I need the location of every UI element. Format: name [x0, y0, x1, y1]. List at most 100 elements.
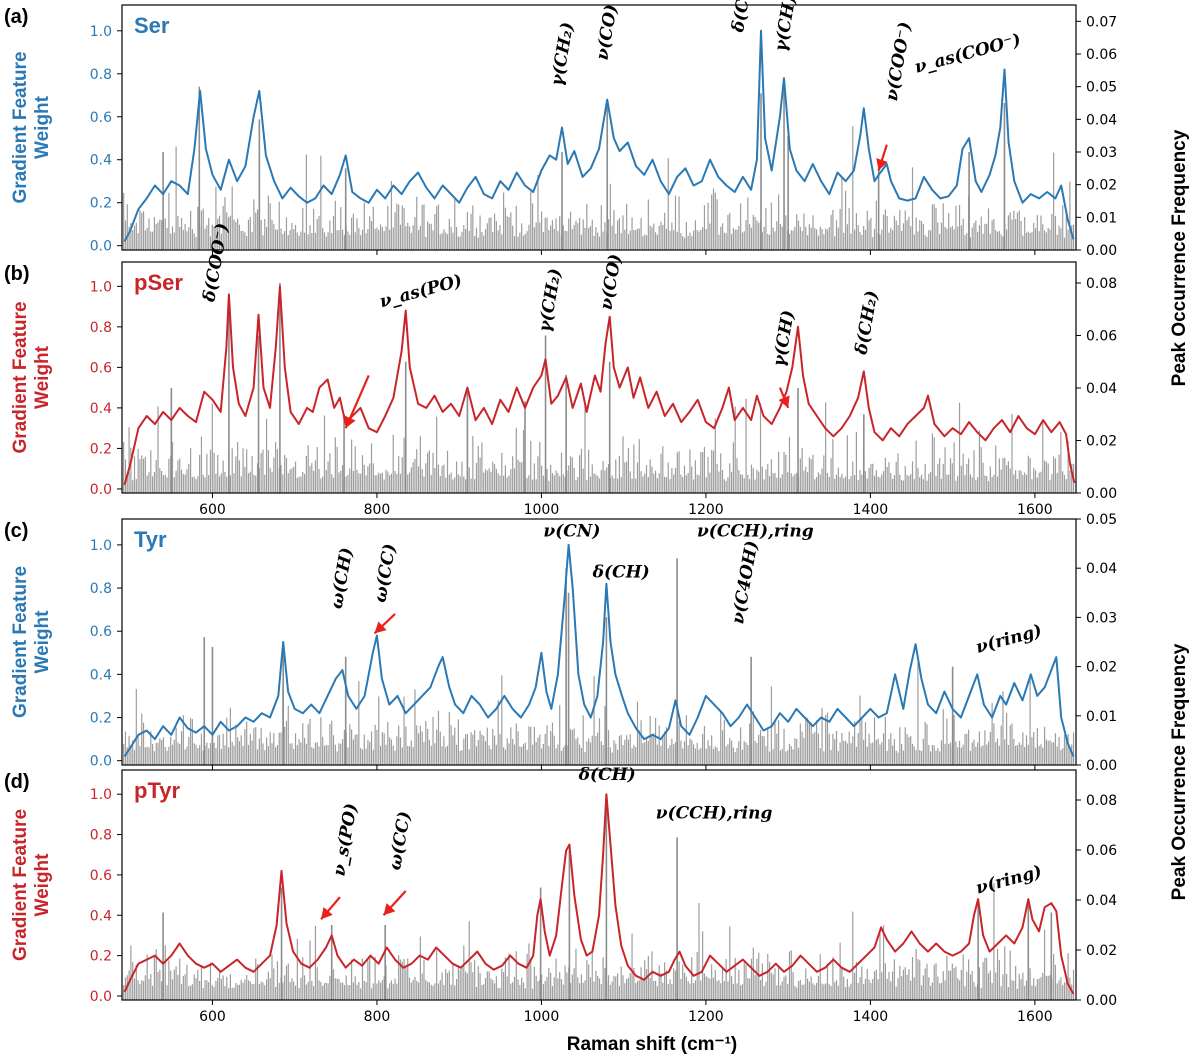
peak-annotation: γ(CH): [771, 0, 801, 53]
peak-annotation: δ(CH): [592, 562, 650, 582]
y-tick-label: 0.8: [90, 581, 112, 597]
x-tick-label: 600: [199, 502, 226, 518]
panel-letter: (a): [4, 6, 28, 28]
right-axis-label-bottom: Peak Occurrence Frequency: [1169, 643, 1190, 900]
y-tick-label: 0.6: [90, 624, 112, 640]
panel-ptyr: 0.0 0.2 0.4 0.6 0.8 1.0 0.00 0.02 0.04 0.06 0.08 60…: [4, 765, 1117, 1025]
y-tick-label: 0.2: [90, 196, 112, 212]
y2-tick-label: 0.03: [1086, 145, 1117, 161]
panel-ser: 0.0 0.2 0.4 0.6 0.8 1.0 0.00 0.01 0.02 0.03 0.04 0.…: [4, 0, 1117, 259]
y-tick-label: 0.0: [90, 482, 112, 498]
panel-name: pTyr: [134, 778, 180, 803]
plot-frame: [121, 769, 1077, 1001]
y2-tick-label: 0.04: [1086, 561, 1117, 577]
y-tick-label: 0.0: [90, 754, 112, 770]
peak-annotation: ν(C4OH): [728, 539, 762, 625]
y2-tick-label: 0.06: [1086, 47, 1117, 63]
occurrence-histogram: [123, 800, 1075, 1000]
x-axis-label: Raman shift (cm⁻¹): [567, 1034, 738, 1055]
peak-annotation: ν(CO): [592, 3, 621, 62]
peak-annotation: ω(CH): [327, 546, 357, 610]
y-tick-label: 0.0: [90, 989, 112, 1005]
x-tick-label: 1000: [524, 502, 560, 518]
annotation-arrow-head: [321, 907, 333, 920]
y-tick-label: 0.6: [90, 360, 112, 376]
panel-name: Ser: [134, 13, 170, 38]
panel-name: Tyr: [134, 527, 167, 552]
y2-tick-label: 0.05: [1086, 512, 1117, 528]
annotation-arrow-head: [344, 415, 356, 429]
y-tick-label: 0.2: [90, 949, 112, 965]
y-tick-label: 0.4: [90, 401, 112, 417]
plot-frame: [121, 518, 1077, 766]
y2-tick-label: 0.00: [1086, 758, 1117, 774]
peak-annotation: ν(ring): [974, 862, 1044, 899]
y2-tick-label: 0.01: [1086, 210, 1117, 226]
y-tick-label: 0.8: [90, 828, 112, 844]
y-tick-label: 1.0: [90, 538, 112, 554]
y-tick-label: 0.8: [90, 320, 112, 336]
panel-pser: 0.0 0.2 0.4 0.6 0.8 1.0 0.00 0.02 0.04 0.06 0.08 60…: [4, 222, 1117, 518]
peak-annotation: ν(CN): [543, 521, 600, 541]
y2-tick-label: 0.00: [1086, 486, 1117, 502]
gradient-weight-line: [123, 543, 1075, 757]
y2-tick-label: 0.08: [1086, 793, 1117, 809]
peak-annotation: ν(CCH),ring: [697, 521, 814, 541]
panel-letter: (c): [4, 520, 28, 542]
y-axis-label: Gradient FeatureWeight: [10, 51, 53, 203]
peak-annotation: ν(CCH),ring: [656, 803, 773, 823]
y2-tick-label: 0.06: [1086, 329, 1117, 345]
y-tick-label: 0.2: [90, 711, 112, 727]
panel-letter: (b): [4, 263, 30, 285]
peak-annotation: γ(CH₂): [535, 267, 566, 334]
x-tick-label: 1600: [1017, 1009, 1053, 1025]
gradient-weight-line: [123, 285, 1076, 486]
y2-tick-label: 0.03: [1086, 610, 1117, 626]
annotation-arrow-head: [778, 395, 790, 408]
x-tick-label: 800: [364, 1009, 391, 1025]
x-tick-label: 1200: [688, 1009, 724, 1025]
occurrence-histogram: [123, 86, 1075, 250]
y-tick-label: 0.6: [90, 868, 112, 884]
y2-tick-label: 0.04: [1086, 112, 1117, 128]
y-axis-label-line: Weight: [32, 853, 53, 917]
y-axis-label: Gradient FeatureWeight: [10, 566, 53, 718]
y-axis-label-line: Weight: [32, 345, 53, 409]
y2-tick-label: 0.05: [1086, 80, 1117, 96]
y-tick-label: 1.0: [90, 24, 112, 40]
y-axis-label: Gradient FeatureWeight: [10, 809, 53, 961]
y2-tick-label: 0.02: [1086, 943, 1117, 959]
y2-tick-label: 0.01: [1086, 709, 1117, 725]
peak-annotation: ν(ring): [974, 621, 1044, 658]
y-tick-label: 0.4: [90, 153, 112, 169]
y-axis-label-line: Weight: [32, 610, 53, 674]
y-tick-label: 0.2: [90, 441, 112, 457]
gradient-weight-line: [123, 29, 1075, 242]
y-axis-label: Gradient FeatureWeight: [10, 301, 53, 453]
peak-annotation: ν_s(PO): [329, 802, 361, 878]
y-axis-label-line: Gradient Feature: [10, 301, 31, 453]
y-tick-label: 0.4: [90, 908, 112, 924]
y-axis-label-line: Gradient Feature: [10, 566, 31, 718]
plot-frame: [121, 4, 1077, 251]
y2-tick-label: 0.07: [1086, 14, 1117, 30]
y2-tick-label: 0.02: [1086, 178, 1117, 194]
peak-annotation: ν_as(PO): [377, 271, 464, 312]
annotation-arrow-head: [876, 158, 888, 171]
panel-name: pSer: [134, 270, 183, 295]
peak-annotation: δ(CH₂): [851, 289, 882, 357]
gradient-weight-line: [123, 793, 1075, 995]
y-tick-label: 1.0: [90, 787, 112, 803]
y2-tick-label: 0.04: [1086, 893, 1117, 909]
y-axis-label-line: Gradient Feature: [10, 51, 31, 203]
y-tick-label: 0.8: [90, 67, 112, 83]
x-tick-label: 600: [199, 1009, 226, 1025]
occurrence-histogram: [123, 558, 1075, 765]
x-tick-label: 1400: [853, 1009, 889, 1025]
right-axis-label-top: Peak Occurrence Frequency: [1169, 129, 1190, 386]
y-tick-label: 0.4: [90, 667, 112, 683]
y2-tick-label: 0.02: [1086, 434, 1117, 450]
x-tick-label: 800: [364, 502, 391, 518]
x-tick-label: 1200: [688, 502, 724, 518]
